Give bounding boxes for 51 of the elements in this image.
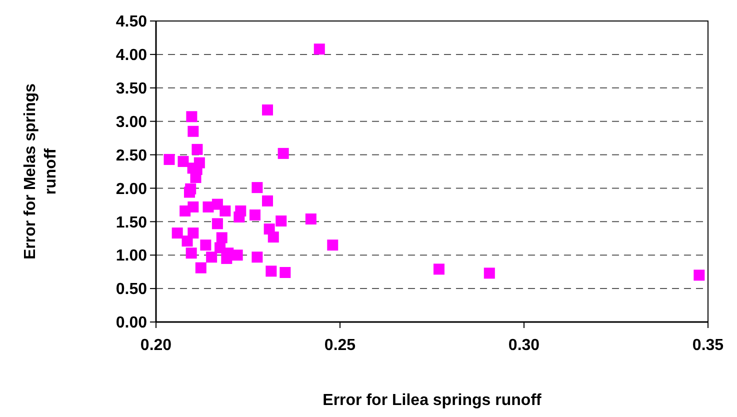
point [178, 156, 189, 167]
point [190, 172, 202, 184]
point [280, 267, 291, 278]
point [188, 126, 199, 137]
point [232, 250, 243, 261]
y-tick-label: 0.00 [116, 314, 148, 332]
point [268, 232, 279, 243]
point [252, 182, 263, 194]
point [184, 186, 195, 198]
point [172, 228, 183, 239]
point [262, 104, 274, 116]
point [206, 252, 218, 263]
point [234, 211, 245, 222]
y-tick-label: 1.50 [116, 214, 148, 232]
y-tick-label: 0.50 [116, 281, 148, 298]
point [252, 252, 263, 263]
x-tick-label: 0.35 [692, 337, 724, 354]
point [220, 205, 231, 216]
point [200, 240, 212, 251]
y-tick-label: 4.50 [116, 14, 148, 31]
x-tick-label: 0.30 [508, 337, 540, 354]
point [314, 44, 325, 55]
x-tick-label: 0.25 [324, 337, 356, 354]
x-axis-title: Error for Lilea springs runoff [322, 392, 542, 409]
point [192, 144, 203, 155]
y-axis-title: Error for Melas springs runoff [22, 83, 60, 260]
point [164, 154, 175, 165]
y-tick-label: 1.00 [116, 248, 148, 265]
x-tick-label: 0.20 [140, 337, 172, 354]
point [327, 240, 338, 251]
point [212, 218, 223, 230]
point [276, 216, 287, 226]
point [484, 268, 495, 279]
point [188, 201, 199, 212]
y-tick-label: 2.50 [116, 147, 148, 164]
y-tick-label: 3.50 [116, 80, 148, 98]
y-tick-label: 2.00 [116, 180, 148, 198]
point [186, 111, 198, 122]
point [266, 266, 277, 277]
y-tick-label: 3.00 [116, 114, 148, 131]
point [182, 236, 193, 247]
point [305, 213, 316, 224]
point [195, 262, 206, 274]
point [249, 209, 260, 220]
point [262, 195, 274, 206]
point [433, 264, 444, 275]
point [694, 270, 705, 281]
point [278, 148, 289, 159]
point [186, 248, 197, 259]
point [216, 232, 228, 244]
y-tick-label: 4.00 [116, 47, 148, 64]
